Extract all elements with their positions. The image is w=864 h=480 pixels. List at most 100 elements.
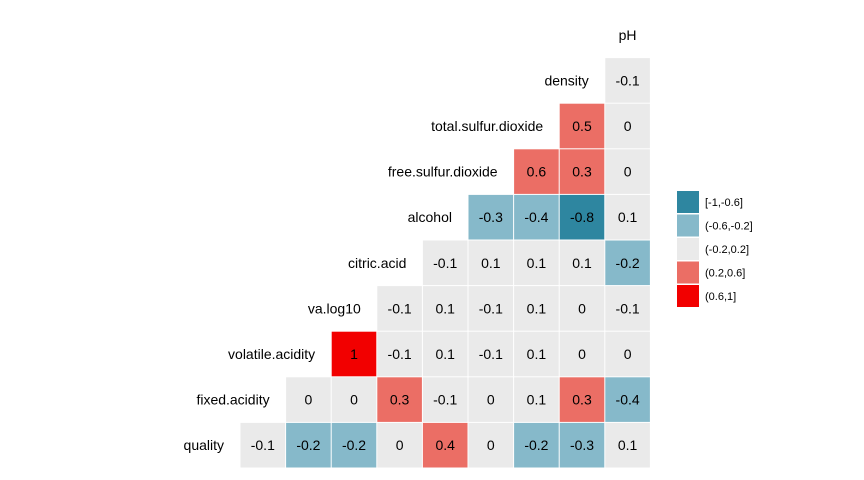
legend-label: (0.6,1]	[705, 291, 736, 303]
heatmap-cell	[559, 377, 605, 422]
heatmap-cell	[468, 422, 514, 468]
legend: [-1,-0.6] (-0.6,-0.2] (-0.2,0.2] (0.2,0.6] (…	[677, 191, 753, 307]
cell-value-label: 0.1	[527, 346, 547, 362]
variable-label: va.log10	[308, 300, 361, 316]
cell-value-label: -0.1	[433, 255, 457, 271]
heatmap-cell	[559, 286, 605, 331]
heatmap-cell	[559, 240, 605, 286]
cell-value-label: -0.1	[251, 437, 275, 453]
cell-value-label: 0.1	[527, 255, 547, 271]
heatmap-cell	[559, 194, 605, 240]
heatmap-cell	[514, 331, 559, 377]
legend-swatch	[677, 238, 699, 260]
legend-swatch	[677, 285, 699, 307]
variable-label: alcohol	[408, 209, 452, 225]
heatmap-cell	[377, 377, 422, 422]
cell-value-label: -0.3	[570, 437, 594, 453]
legend-swatch	[677, 214, 699, 237]
variable-labels: quality fixed.acidity volatile.acidity va.l…	[184, 27, 637, 453]
cell-value-label: -0.1	[479, 346, 503, 362]
heatmap-cell	[240, 422, 286, 468]
heatmap-cell	[422, 377, 468, 422]
cell-value-label: -0.2	[296, 437, 320, 453]
heatmap-cell	[468, 331, 514, 377]
legend-label: (-0.6,-0.2]	[705, 221, 753, 233]
heatmap-cell	[422, 422, 468, 468]
cell-value-label: 0.3	[572, 164, 592, 180]
cell-value-label: 0	[487, 392, 495, 408]
heatmap-cell	[559, 103, 605, 149]
heatmap-cell	[605, 58, 650, 103]
cell-value-label: 0.1	[527, 392, 547, 408]
cell-value-label: 0.1	[618, 437, 638, 453]
heatmap-values: -0.1 -0.2 -0.2 0 0.4 0 -0.2 -0.3 0.1 0 0 0.3 -0.1 0 0.…	[251, 72, 640, 453]
cell-value-label: -0.4	[616, 392, 640, 408]
heatmap-cell	[514, 149, 559, 194]
cell-value-label: -0.1	[616, 300, 640, 316]
cell-value-label: -0.1	[616, 72, 640, 88]
cell-value-label: 0	[350, 392, 358, 408]
heatmap-cell	[422, 286, 468, 331]
cell-value-label: 0.1	[435, 346, 455, 362]
legend-label: (-0.2,0.2]	[705, 244, 749, 256]
heatmap-cell	[286, 377, 331, 422]
heatmap-cell	[605, 377, 650, 422]
variable-label: fixed.acidity	[196, 392, 269, 408]
legend-swatch	[677, 261, 699, 284]
cell-value-label: -0.1	[388, 346, 412, 362]
variable-label: total.sulfur.dioxide	[431, 118, 543, 134]
heatmap-cell	[331, 377, 377, 422]
cell-value-label: -0.1	[388, 300, 412, 316]
variable-label: density	[544, 72, 588, 88]
legend-label: (0.2,0.6]	[705, 268, 745, 280]
heatmap-cell	[514, 286, 559, 331]
cell-value-label: 0	[578, 300, 586, 316]
cell-value-label: -0.2	[616, 255, 640, 271]
heatmap-cell	[468, 194, 514, 240]
cell-value-label: 0	[578, 346, 586, 362]
heatmap-cell	[331, 331, 377, 377]
heatmap-cell	[605, 194, 650, 240]
heatmap-cell	[331, 422, 377, 468]
cell-value-label: 0.1	[481, 255, 501, 271]
variable-label: pH	[619, 27, 637, 43]
cell-value-label: 1	[350, 346, 358, 362]
heatmap-cell	[468, 286, 514, 331]
heatmap-cell	[377, 286, 422, 331]
cell-value-label: -0.1	[479, 300, 503, 316]
heatmap-cell	[514, 240, 559, 286]
variable-label: citric.acid	[348, 255, 406, 271]
heatmap-cell	[422, 240, 468, 286]
heatmap-cell	[286, 422, 331, 468]
cell-value-label: -0.2	[524, 437, 548, 453]
heatmap-cell	[605, 103, 650, 149]
cell-value-label: 0	[487, 437, 495, 453]
cell-value-label: 0.3	[572, 392, 592, 408]
cell-value-label: -0.4	[524, 209, 548, 225]
heatmap-cell	[559, 149, 605, 194]
heatmap-cell	[605, 240, 650, 286]
heatmap-cell	[468, 240, 514, 286]
cell-value-label: 0	[624, 346, 632, 362]
cell-value-label: -0.2	[342, 437, 366, 453]
heatmap-cell	[377, 422, 422, 468]
cell-value-label: -0.8	[570, 209, 594, 225]
cell-value-label: 0.1	[527, 300, 547, 316]
cell-value-label: 0.1	[572, 255, 592, 271]
cell-value-label: -0.1	[433, 392, 457, 408]
heatmap-cell	[514, 377, 559, 422]
heatmap-cell	[514, 194, 559, 240]
cell-value-label: 0.1	[435, 300, 455, 316]
heatmap-cell	[605, 422, 650, 468]
cell-value-label: 0.1	[618, 209, 638, 225]
cell-value-label: 0.3	[390, 392, 410, 408]
heatmap-cell	[422, 331, 468, 377]
legend-swatch	[677, 191, 699, 213]
cell-value-label: 0	[624, 118, 632, 134]
variable-label: volatile.acidity	[228, 346, 315, 362]
variable-label: quality	[184, 437, 224, 453]
heatmap-cell	[514, 422, 559, 468]
cell-value-label: 0.5	[572, 118, 592, 134]
heatmap-cell	[559, 422, 605, 468]
